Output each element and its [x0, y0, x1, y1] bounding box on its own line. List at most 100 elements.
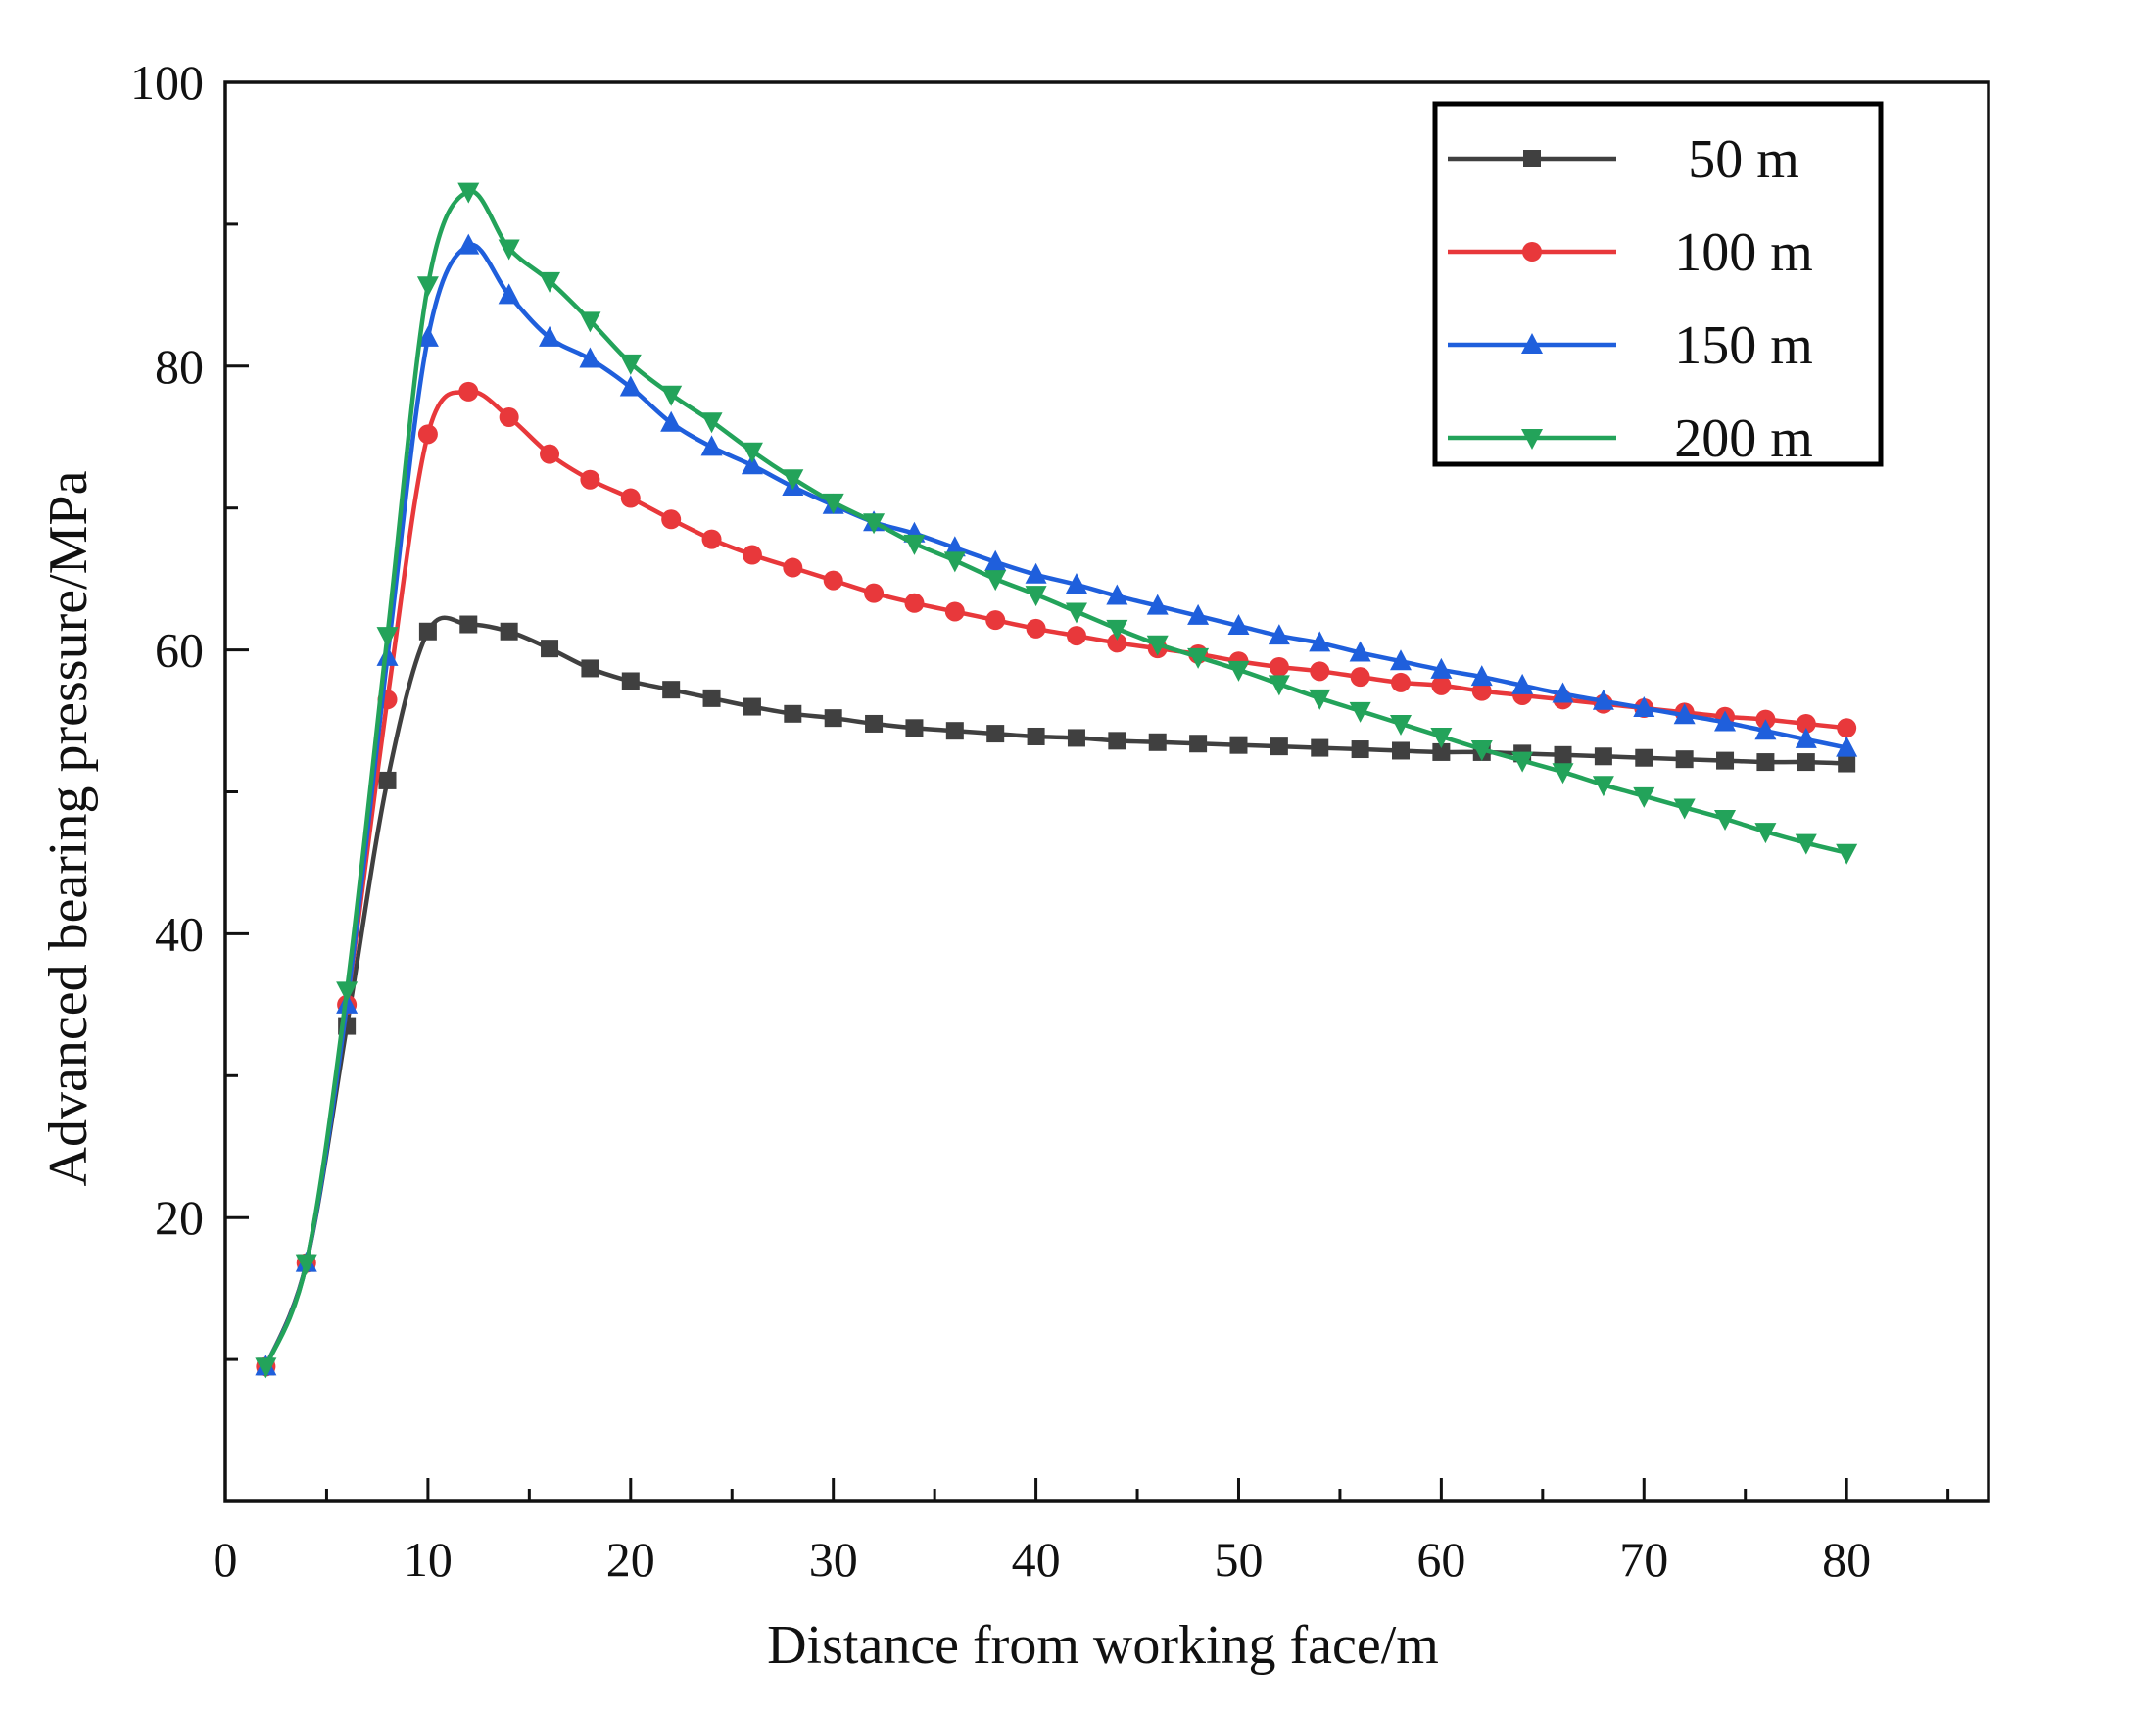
data-point-200-m: [416, 276, 439, 298]
data-point-200-m: [660, 385, 683, 406]
legend-marker-100-m: [1522, 242, 1542, 262]
data-point-100-m: [944, 601, 965, 622]
data-point-50-m: [500, 622, 518, 641]
x-axis-title: Distance from working face/m: [767, 1615, 1439, 1676]
data-point-200-m: [295, 1254, 317, 1275]
data-point-150-m: [1227, 613, 1250, 635]
data-point-200-m: [1795, 833, 1817, 855]
data-point-50-m: [1554, 745, 1572, 764]
data-point-100-m: [1310, 661, 1330, 682]
y-tick-label: 80: [155, 339, 204, 394]
data-point-200-m: [1673, 798, 1696, 820]
data-point-150-m: [943, 536, 966, 557]
series-150-m: [255, 233, 1858, 1376]
data-point-50-m: [1392, 741, 1410, 760]
data-point-50-m: [1635, 748, 1653, 767]
data-point-100-m: [1471, 681, 1492, 701]
data-point-50-m: [1716, 751, 1735, 770]
data-point-200-m: [1106, 619, 1128, 641]
data-point-150-m: [457, 233, 480, 255]
data-point-100-m: [1837, 718, 1857, 738]
y-tick-label: 100: [130, 55, 204, 110]
data-point-50-m: [702, 689, 721, 707]
data-point-200-m: [619, 354, 642, 375]
x-tick-label: 10: [404, 1532, 453, 1587]
data-point-200-m: [741, 442, 763, 463]
data-point-200-m: [1754, 823, 1777, 844]
data-point-200-m: [943, 551, 966, 573]
data-point-200-m: [1714, 810, 1737, 832]
data-point-100-m: [823, 570, 843, 591]
data-point-150-m: [1552, 682, 1574, 703]
data-point-150-m: [1795, 727, 1817, 748]
data-point-50-m: [418, 622, 437, 641]
data-point-150-m: [1714, 710, 1737, 732]
legend-item-50-m: 50 m: [1448, 129, 1799, 190]
legend-items: 50 m 100 m 150 m 200 m: [1448, 129, 1813, 469]
data-point-100-m: [580, 469, 600, 490]
data-point-100-m: [1796, 713, 1816, 734]
data-point-200-m: [822, 493, 844, 514]
data-point-50-m: [621, 672, 640, 690]
data-point-150-m: [1633, 696, 1655, 718]
data-point-50-m: [1027, 727, 1045, 745]
data-point-200-m: [1349, 701, 1371, 723]
data-point-200-m: [984, 570, 1007, 592]
series-200-m: [255, 182, 1858, 1379]
data-point-100-m: [742, 545, 762, 565]
data-point-150-m: [1836, 736, 1858, 757]
data-point-150-m: [1309, 631, 1331, 652]
data-point-200-m: [1511, 751, 1534, 773]
legend-marker-50-m: [1523, 150, 1541, 167]
data-point-200-m: [1470, 740, 1493, 762]
data-point-50-m: [1675, 750, 1694, 769]
data-point-50-m: [1148, 733, 1167, 751]
data-point-200-m: [1633, 786, 1655, 808]
data-point-200-m: [1430, 727, 1453, 748]
data-point-50-m: [1594, 747, 1612, 766]
data-point-200-m: [1592, 776, 1614, 797]
x-tick-label: 0: [214, 1532, 238, 1587]
tick-labels: 0 10 20 30 40 50 60 70 80 20 40 60 80 100: [130, 55, 1871, 1587]
data-point-150-m: [1390, 649, 1412, 671]
x-tick-label: 40: [1012, 1532, 1061, 1587]
data-point-100-m: [985, 610, 1006, 631]
data-point-50-m: [1067, 729, 1085, 747]
legend: 50 m 100 m 150 m 200 m: [1432, 101, 1884, 469]
legend-label-50-m: 50 m: [1688, 129, 1799, 190]
data-point-200-m: [579, 311, 601, 333]
data-point-200-m: [1227, 660, 1250, 682]
data-point-150-m: [1511, 673, 1534, 694]
y-tick-label: 20: [155, 1190, 204, 1245]
data-point-50-m: [1270, 737, 1288, 756]
data-point-100-m: [1350, 667, 1370, 688]
data-point-150-m: [660, 410, 683, 432]
data-point-50-m: [1838, 754, 1856, 773]
data-point-150-m: [1065, 572, 1087, 594]
data-point-150-m: [1349, 641, 1371, 662]
legend-item-200-m: 200 m: [1448, 408, 1813, 469]
data-point-100-m: [1026, 618, 1046, 639]
data-point-50-m: [945, 722, 964, 740]
data-point-200-m: [903, 534, 926, 555]
data-point-200-m: [1065, 602, 1087, 624]
data-point-100-m: [701, 529, 722, 549]
x-tick-label: 30: [809, 1532, 858, 1587]
data-point-50-m: [459, 615, 478, 634]
legend-label-200-m: 200 m: [1674, 408, 1813, 469]
y-tick-label: 60: [155, 623, 204, 678]
data-point-50-m: [784, 704, 802, 723]
data-point-200-m: [1390, 714, 1412, 736]
x-tick-label: 80: [1822, 1532, 1871, 1587]
y-tick-label: 40: [155, 906, 204, 961]
legend-item-100-m: 100 m: [1448, 222, 1813, 283]
data-point-50-m: [824, 709, 842, 728]
data-point-200-m: [336, 981, 359, 1003]
x-tick-label: 70: [1619, 1532, 1668, 1587]
data-point-100-m: [417, 424, 438, 445]
data-point-50-m: [541, 640, 559, 658]
data-point-100-m: [1431, 675, 1452, 695]
data-point-200-m: [255, 1357, 277, 1379]
data-point-200-m: [782, 469, 804, 491]
